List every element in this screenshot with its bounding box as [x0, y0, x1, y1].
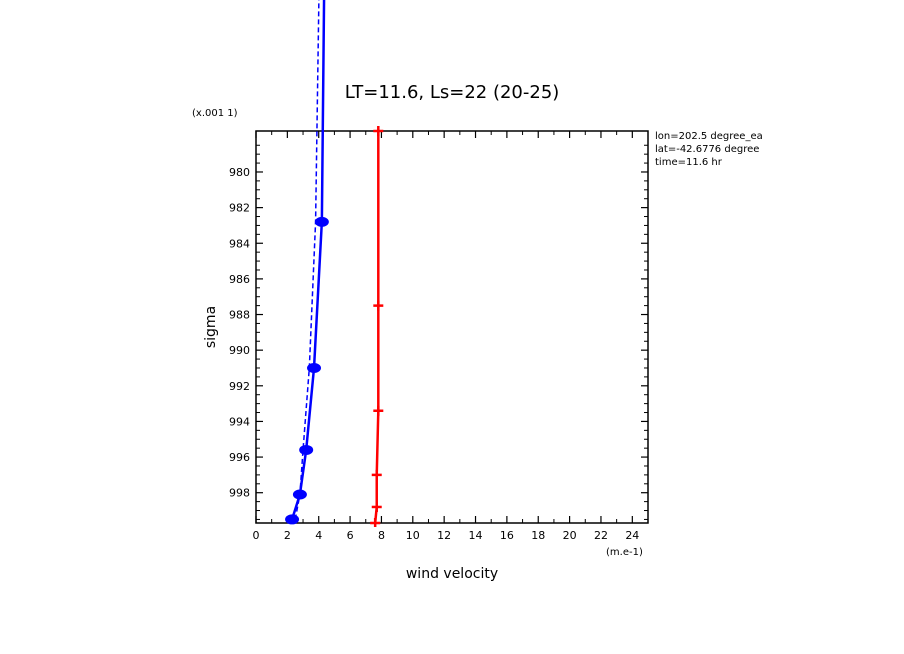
x-tick-label: 6 [347, 529, 354, 542]
x-tick-label: 2 [284, 529, 291, 542]
data-point [299, 444, 314, 455]
y-tick-label: 990 [229, 344, 250, 357]
y-tick-label: 986 [229, 273, 250, 286]
x-tick-label: 0 [253, 529, 260, 542]
x-tick-label: 12 [437, 529, 451, 542]
x-tick-label: 24 [625, 529, 639, 542]
y-tick-label: 984 [229, 237, 250, 250]
info-lat: lat=-42.6776 degree [655, 144, 759, 155]
x-tick-label: 22 [594, 529, 608, 542]
y-tick-label: 994 [229, 415, 250, 428]
y-tick-label: 996 [229, 451, 250, 464]
data-point [307, 362, 322, 373]
x-axis-label: wind velocity [406, 566, 498, 582]
y-scale-label: (x.001 1) [192, 108, 238, 119]
series-line-0 [290, 0, 326, 520]
y-axis-label: sigma [203, 306, 219, 348]
y-tick-label: 992 [229, 380, 250, 393]
plot-frame [255, 130, 649, 524]
info-lon: lon=202.5 degree_ea [655, 131, 763, 142]
y-tick-label: 998 [229, 487, 250, 500]
x-tick-label: 14 [469, 529, 483, 542]
y-tick-label: 980 [229, 166, 250, 179]
data-point [285, 514, 300, 525]
x-tick-label: 4 [315, 529, 322, 542]
y-tick-label: 988 [229, 309, 250, 322]
x-tick-label: 18 [531, 529, 545, 542]
y-tick-label: 982 [229, 202, 250, 215]
chart-title: LT=11.6, Ls=22 (20-25) [345, 82, 560, 103]
x-tick-label: 8 [378, 529, 385, 542]
info-time: time=11.6 hr [655, 157, 723, 168]
x-scale-label: (m.e-1) [606, 547, 643, 558]
data-point [314, 216, 329, 227]
series-line-2 [373, 131, 380, 524]
x-tick-label: 16 [500, 529, 514, 542]
x-tick-label: 20 [563, 529, 577, 542]
x-tick-label: 10 [406, 529, 420, 542]
